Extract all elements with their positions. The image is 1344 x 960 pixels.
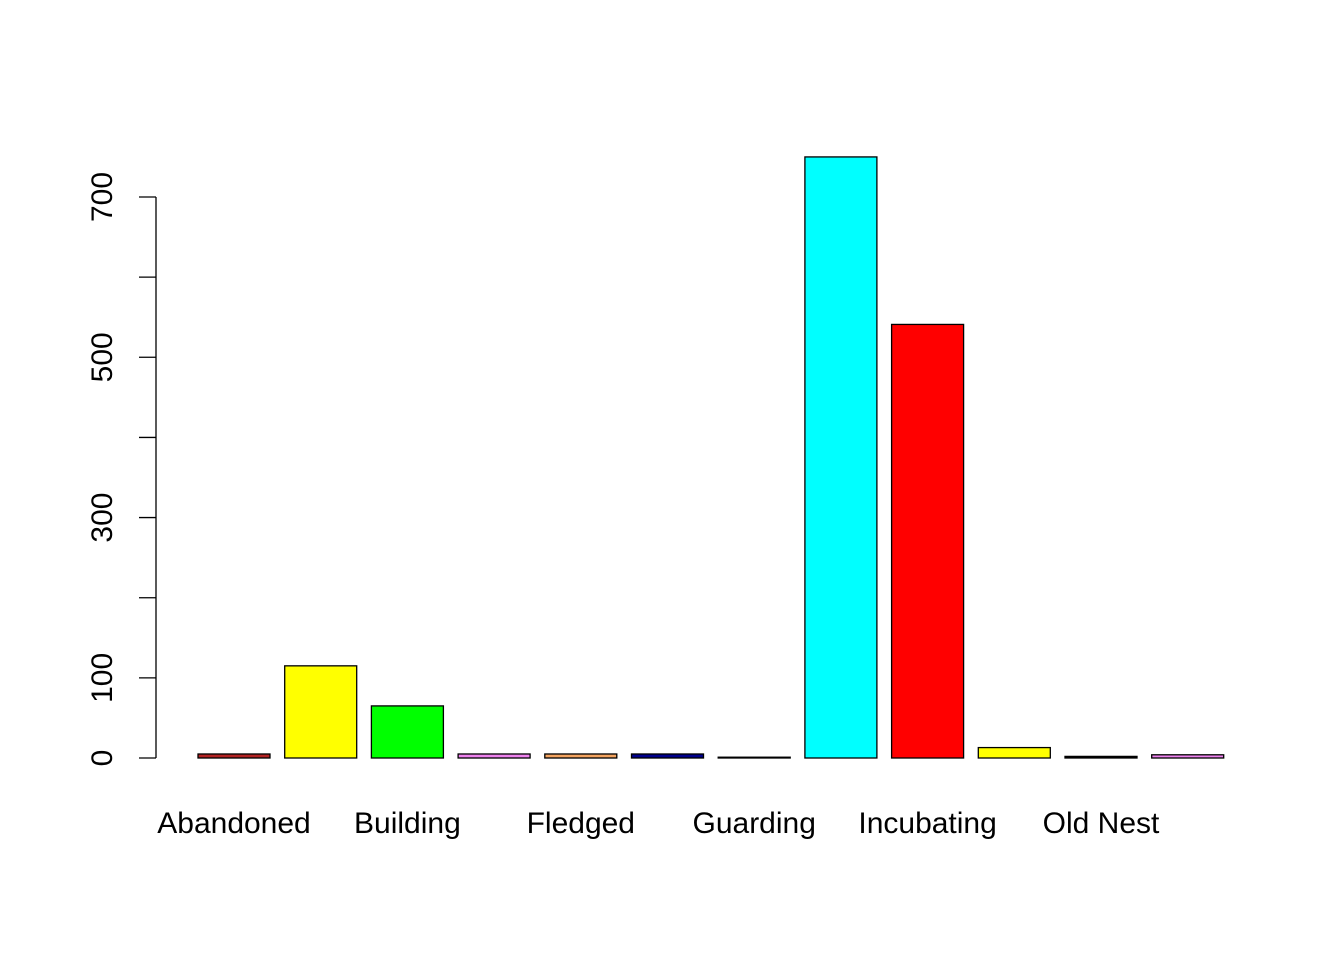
y-tick-label: 0	[86, 750, 119, 767]
bar-1	[197, 753, 271, 759]
bar-10	[977, 746, 1051, 759]
y-tick-label: 300	[86, 493, 119, 543]
x-tick-label: Incubating	[858, 807, 996, 840]
x-tick-label: Fledged	[527, 807, 635, 840]
bar-7	[717, 756, 791, 759]
bar-2	[284, 665, 358, 759]
y-tick-label: 500	[86, 332, 119, 382]
x-tick-label: Abandoned	[157, 807, 311, 840]
bar-5	[544, 753, 618, 759]
bar-12	[1151, 754, 1225, 759]
y-tick-label: 700	[86, 172, 119, 222]
bars	[197, 156, 1225, 759]
x-tick-label: Old Nest	[1043, 807, 1160, 840]
x-axis-labels: Abandoned Building Fledged Guarding Incubati…	[157, 807, 1160, 840]
bar-11	[1064, 755, 1138, 759]
bar-8	[804, 156, 878, 759]
x-tick-label: Guarding	[692, 807, 815, 840]
bar-3	[370, 705, 445, 759]
bar-4	[457, 753, 531, 759]
y-axis: 0 100 300 500 700	[86, 172, 157, 767]
y-tick-label: 100	[86, 653, 119, 703]
bar-9	[890, 323, 965, 759]
x-tick-label: Building	[354, 807, 461, 840]
bar-6	[630, 753, 705, 759]
